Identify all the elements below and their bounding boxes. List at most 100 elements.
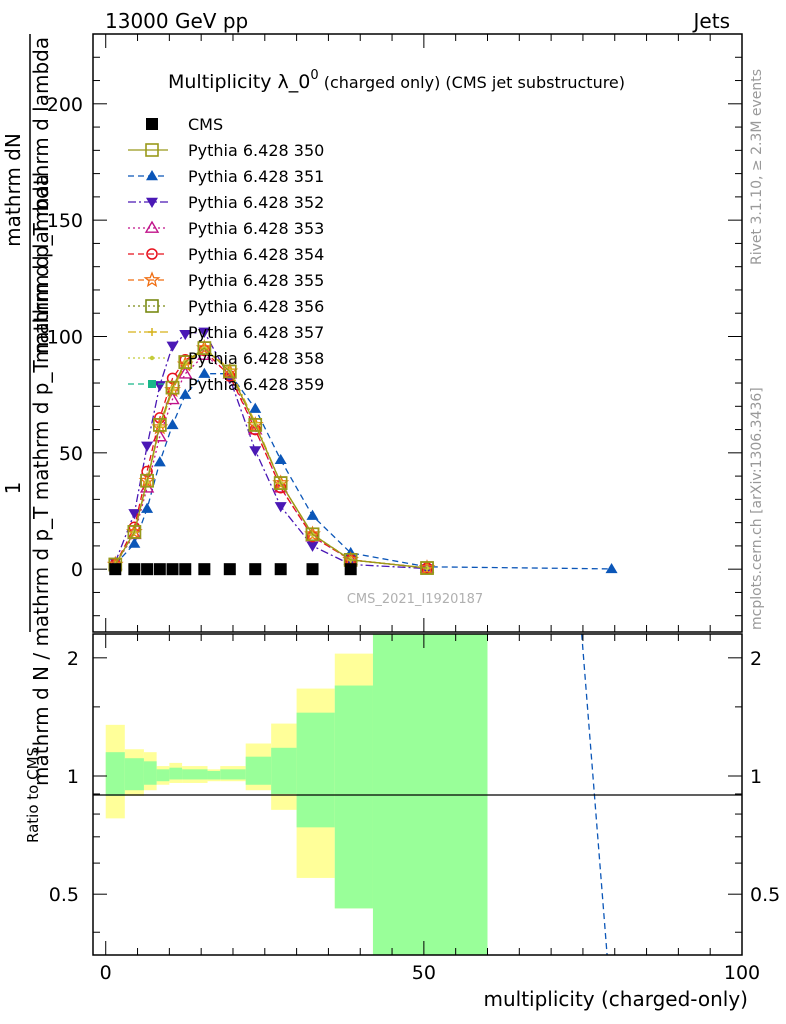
ratio-inner-band (156, 769, 170, 782)
data-point (248, 418, 263, 432)
legend-label: Pythia 6.428 353 (188, 219, 324, 238)
legend-marker (146, 197, 158, 208)
main-y-tick-label: 150 (47, 210, 83, 232)
data-point (274, 502, 287, 513)
main-y-axis: 0 50 100 150 200 (47, 56, 742, 617)
data-point (141, 441, 154, 452)
legend-label: Pythia 6.428 354 (188, 245, 324, 264)
main-y-tick-label: 50 (59, 443, 83, 465)
ratio-y-tick-label: 2 (67, 648, 79, 670)
data-point (605, 562, 618, 574)
legend-entry: Pythia 6.428 359 (128, 375, 324, 394)
data-point (223, 563, 236, 576)
data-point (109, 563, 122, 576)
legend-label: Pythia 6.428 359 (188, 375, 324, 394)
data-point (141, 563, 154, 576)
legend-entry: Pythia 6.428 354 (128, 245, 324, 264)
legend-marker (144, 220, 160, 233)
y-label-one: 1 (1, 482, 25, 495)
main-y-tick-label: 0 (71, 559, 83, 581)
plot-title: Multiplicity λ_00 (charged only) (CMS je… (168, 68, 625, 93)
data-point (420, 561, 434, 575)
plot-title-main: Multiplicity λ_0 (168, 71, 310, 93)
plot-title-superscript: 0 (310, 68, 318, 83)
ratio-x-tick-label: 0 (100, 962, 112, 984)
data-point (249, 563, 262, 576)
data-point (305, 527, 320, 542)
data-point (249, 402, 262, 413)
data-point (179, 563, 192, 576)
data-point (165, 380, 180, 395)
ratio-inner-band (105, 752, 125, 796)
y-label-numerator: mathrm dN (1, 133, 25, 247)
legend-entry: Pythia 6.428 357 (128, 323, 324, 342)
data-point (153, 563, 166, 576)
data-point (179, 388, 192, 399)
data-point (166, 563, 179, 576)
legend-entry: Pythia 6.428 352 (128, 193, 324, 212)
data-point (153, 418, 167, 432)
ratio-x-tick-label: 50 (412, 962, 436, 984)
legend-label: Pythia 6.428 358 (188, 349, 324, 368)
main-y-tick-label: 100 (47, 326, 83, 348)
ratio-inner-band (182, 769, 208, 780)
data-point (424, 565, 430, 571)
legend-marker (145, 299, 159, 313)
legend: CMS Pythia 6.428 350 Pythia 6.428 351 Pythi… (128, 115, 324, 394)
data-point (274, 453, 287, 465)
ratio-y-tick-label: 1 (67, 766, 79, 788)
ratio-inner-band (169, 767, 183, 780)
legend-entry: Pythia 6.428 353 (128, 219, 324, 238)
data-point (198, 327, 211, 338)
plot-title-rest: (charged only) (CMS jet substructure) (319, 73, 625, 92)
ratio-y-tick-label: 0.5 (49, 884, 79, 906)
data-point (273, 476, 288, 490)
data-point (166, 418, 179, 430)
ratio-x-axis: 0 50 100 (100, 634, 760, 984)
data-point (306, 509, 319, 520)
y-label-denominator: mathrm d N / mathrm d p_T mathrm d p_T m… (29, 174, 53, 786)
data-point (141, 502, 154, 513)
ratio-y-tick-label-right: 0.5 (750, 884, 780, 906)
data-point (274, 563, 287, 576)
legend-entry: Pythia 6.428 351 (128, 167, 324, 186)
ratio-y-axis: 0.5 0.5 1 1 2 2 (49, 648, 780, 933)
main-plot-panel: 0 50 100 150 200 CMS_2021_I1920187 Multiplic… (47, 33, 743, 633)
legend-entry: Pythia 6.428 358 (128, 349, 324, 368)
main-y-tick-label: 200 (47, 94, 83, 116)
main-plot-frame (92, 33, 743, 633)
ratio-inner-band (271, 747, 297, 794)
ratio-inner-band (207, 770, 221, 780)
data-point (222, 364, 237, 379)
ratio-y-tick-label-right: 2 (750, 648, 762, 670)
legend-marker (143, 271, 161, 288)
legend-entry: Pythia 6.428 350 (128, 141, 324, 160)
header-right-label: Jets (692, 9, 730, 33)
legend-entry: Pythia 6.428 355 (128, 271, 324, 290)
data-point (179, 329, 192, 341)
data-point (178, 355, 193, 369)
legend-label: Pythia 6.428 350 (188, 141, 324, 160)
legend-entry: CMS (146, 115, 223, 134)
ratio-x-tick-label: 100 (724, 962, 760, 984)
ratio-inner-band (245, 756, 272, 785)
ratio-inner-band (124, 758, 144, 791)
data-point (221, 362, 239, 379)
data-point (246, 416, 264, 433)
legend-marker (146, 118, 158, 130)
ratio-y-label: Ratio to CMS (24, 747, 42, 843)
legend-label: Pythia 6.428 352 (188, 193, 324, 212)
ratio-inner-band (296, 712, 335, 828)
legend-label: Pythia 6.428 355 (188, 271, 324, 290)
legend-marker (148, 328, 156, 336)
legend-marker (146, 248, 158, 260)
ratio-inner-band (334, 685, 373, 909)
data-point (306, 541, 319, 552)
data-point (128, 563, 141, 576)
mcplots-label: mcplots.cern.ch [arXiv:1306.3436] (749, 387, 765, 630)
main-series-group (106, 327, 618, 576)
x-axis-label: multiplicity (charged-only) (483, 987, 748, 1011)
main-x-axis (105, 34, 743, 632)
series-2 (109, 367, 618, 574)
